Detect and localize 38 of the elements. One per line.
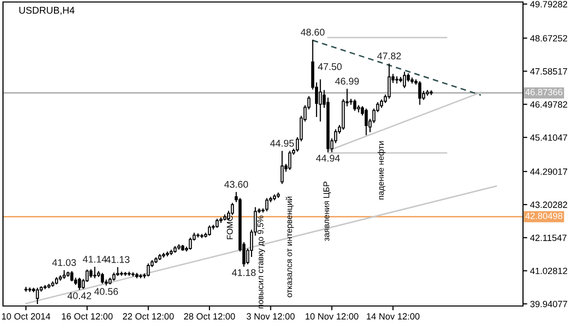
chart-title: USDRUB,H4: [19, 6, 74, 15]
annotation: 43.60: [224, 180, 248, 188]
x-tick-label: 16 Oct 12:00: [62, 313, 113, 320]
annotation: повысил ставку до 9,5%: [257, 216, 265, 308]
annotation: 44.94: [316, 154, 340, 162]
x-tick-label: 22 Oct 12:00: [122, 313, 174, 320]
annotation: 47.50: [318, 63, 342, 70]
y-tick-label: 44.29017: [530, 168, 568, 175]
y-tick-label: 49.79282: [530, 1, 568, 8]
annotation: 41.03: [52, 259, 76, 266]
y-tick-label: 42.11547: [530, 234, 566, 242]
annotation: 41.14: [82, 256, 107, 263]
annotation: 47.82: [377, 52, 401, 60]
annotation: 40.42: [68, 292, 92, 300]
annotation: заявления ЦБР: [323, 182, 331, 242]
x-tick-label: 10 Nov 12:00: [306, 313, 358, 320]
y-tick-label: 45.41047: [530, 134, 568, 141]
annotation: FOMC: [226, 216, 233, 240]
x-tick-label: 14 Nov 12:00: [366, 313, 420, 320]
y-tick-label: 43.20282: [530, 202, 568, 208]
ref-line-label: 46.87366: [525, 88, 562, 96]
annotation: 46.99: [335, 78, 359, 85]
y-tick-label: 39.94077: [530, 300, 568, 308]
annotation: отказался от интервенций: [286, 196, 294, 298]
y-tick-label: 48.67252: [530, 35, 568, 42]
annotation: 41.13: [106, 256, 130, 263]
x-tick-label: 10 Oct 2014: [2, 313, 50, 320]
y-tick-label: 47.58517: [530, 68, 568, 75]
x-tick-label: 3 Nov 12:00: [246, 313, 295, 320]
y-tick-label: 46.49782: [530, 101, 568, 108]
annotation: 40.56: [94, 288, 118, 295]
annotation: 41.18: [232, 269, 256, 276]
y-tick-label: 41.02812: [530, 268, 568, 274]
ref-line-label: 42.80498: [525, 212, 562, 220]
annotation: 44.95: [270, 140, 294, 147]
annotation: 48.60: [300, 28, 324, 36]
x-tick-label: 28 Oct 12:00: [184, 313, 235, 320]
annotation: падение нефти: [378, 141, 386, 200]
